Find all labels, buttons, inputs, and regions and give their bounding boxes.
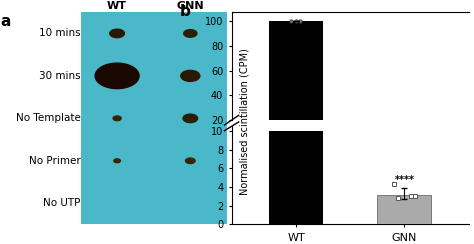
Text: Normalised scintillation (CPM): Normalised scintillation (CPM) xyxy=(239,49,249,195)
Bar xyxy=(269,21,323,145)
Text: 30 mins: 30 mins xyxy=(39,71,81,81)
Circle shape xyxy=(113,116,121,121)
Text: ****: **** xyxy=(394,175,414,185)
Circle shape xyxy=(184,30,197,37)
Circle shape xyxy=(95,63,139,89)
Text: 10 mins: 10 mins xyxy=(39,29,81,38)
Text: a: a xyxy=(0,14,10,29)
Text: No Template: No Template xyxy=(16,113,81,123)
Bar xyxy=(377,194,431,224)
Circle shape xyxy=(183,114,198,122)
Text: b: b xyxy=(179,4,190,19)
Circle shape xyxy=(181,70,200,81)
Circle shape xyxy=(185,158,195,163)
Circle shape xyxy=(110,29,125,38)
Circle shape xyxy=(114,159,120,163)
Bar xyxy=(269,131,323,224)
Text: No UTP: No UTP xyxy=(43,198,81,208)
Text: No Primer: No Primer xyxy=(29,156,81,166)
